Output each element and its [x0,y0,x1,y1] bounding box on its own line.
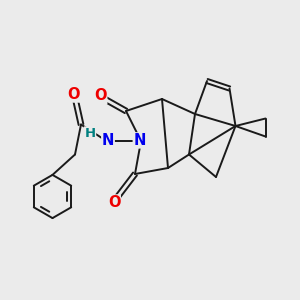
Text: O: O [108,195,120,210]
Text: H: H [84,127,96,140]
Text: O: O [94,88,107,104]
Text: N: N [133,133,146,148]
Text: N: N [102,133,114,148]
Text: O: O [67,87,80,102]
